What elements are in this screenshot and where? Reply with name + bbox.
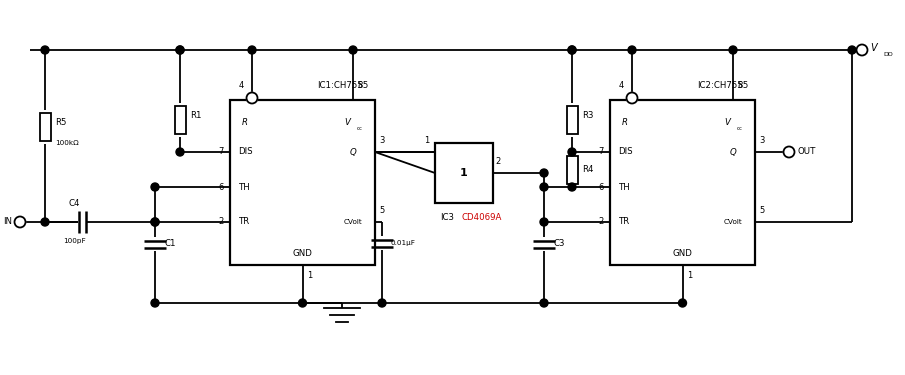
Text: 1: 1 <box>424 136 429 145</box>
Text: 3: 3 <box>759 136 765 145</box>
Circle shape <box>729 46 737 54</box>
Text: 1: 1 <box>460 168 468 178</box>
Circle shape <box>848 46 856 54</box>
Bar <box>610 100 755 265</box>
Circle shape <box>568 148 576 156</box>
Text: 5: 5 <box>759 206 764 215</box>
Bar <box>435 143 493 203</box>
Text: 6: 6 <box>598 183 604 192</box>
Circle shape <box>540 183 548 191</box>
Text: 5: 5 <box>379 206 385 215</box>
Bar <box>230 100 375 265</box>
Text: IC1:CH7555: IC1:CH7555 <box>317 81 368 90</box>
Text: 7: 7 <box>598 147 604 156</box>
Circle shape <box>349 46 357 54</box>
Circle shape <box>540 169 548 177</box>
Text: cc: cc <box>737 126 743 130</box>
Circle shape <box>41 218 49 226</box>
Text: GND: GND <box>672 249 692 258</box>
Text: 100kΩ: 100kΩ <box>55 140 79 146</box>
Text: TR: TR <box>619 217 631 226</box>
Text: 3: 3 <box>379 136 385 145</box>
Text: 2: 2 <box>219 217 224 226</box>
Text: 4: 4 <box>239 81 244 90</box>
Text: IN: IN <box>3 217 12 226</box>
Circle shape <box>628 46 636 54</box>
Text: C3: C3 <box>553 240 565 249</box>
Circle shape <box>378 299 386 307</box>
Text: C4: C4 <box>68 199 80 208</box>
Circle shape <box>151 299 159 307</box>
Circle shape <box>856 45 868 56</box>
Circle shape <box>14 216 25 228</box>
Text: IC3: IC3 <box>440 213 454 222</box>
Text: R1: R1 <box>190 111 202 120</box>
Text: Q: Q <box>729 147 737 156</box>
Text: R: R <box>622 117 628 126</box>
Text: 7: 7 <box>219 147 224 156</box>
Circle shape <box>299 299 307 307</box>
Bar <box>567 156 577 183</box>
Circle shape <box>626 93 637 104</box>
Circle shape <box>568 46 576 54</box>
Text: 2: 2 <box>599 217 604 226</box>
Bar <box>567 106 577 134</box>
Text: 4: 4 <box>619 81 624 90</box>
Text: R5: R5 <box>55 117 66 126</box>
Text: 1: 1 <box>308 270 313 279</box>
Text: IC2:CH7555: IC2:CH7555 <box>697 81 748 90</box>
Bar <box>40 113 51 141</box>
Text: DD: DD <box>883 51 892 57</box>
Text: V: V <box>724 117 730 126</box>
Text: CVolt: CVolt <box>344 219 362 225</box>
Text: 1: 1 <box>688 270 692 279</box>
Text: CD4069A: CD4069A <box>462 213 502 222</box>
Circle shape <box>540 218 548 226</box>
Circle shape <box>248 46 256 54</box>
Text: 8: 8 <box>357 81 362 90</box>
Circle shape <box>151 218 159 226</box>
Circle shape <box>151 183 159 191</box>
Circle shape <box>568 46 576 54</box>
Text: V: V <box>870 43 877 53</box>
Text: GND: GND <box>292 249 312 258</box>
Bar <box>175 106 186 134</box>
Circle shape <box>568 183 576 191</box>
Text: V: V <box>344 117 350 126</box>
Text: Q: Q <box>349 147 357 156</box>
Text: C1: C1 <box>164 240 176 249</box>
Circle shape <box>151 218 159 226</box>
Text: TH: TH <box>619 183 631 192</box>
Text: R4: R4 <box>582 165 594 174</box>
Text: 2: 2 <box>495 157 500 166</box>
Circle shape <box>41 46 49 54</box>
Text: OUT: OUT <box>797 147 815 156</box>
Circle shape <box>176 46 184 54</box>
Circle shape <box>540 299 548 307</box>
Circle shape <box>679 299 687 307</box>
Text: DIS: DIS <box>238 147 252 156</box>
Text: R3: R3 <box>582 111 594 120</box>
Circle shape <box>784 147 795 158</box>
Text: TR: TR <box>240 217 251 226</box>
Text: 6: 6 <box>219 183 224 192</box>
Circle shape <box>176 148 184 156</box>
Text: cc: cc <box>357 126 363 130</box>
Text: 100pF: 100pF <box>62 238 85 244</box>
Text: TH: TH <box>239 183 251 192</box>
Text: 8: 8 <box>737 81 742 90</box>
Text: 0.01μF: 0.01μF <box>390 240 414 246</box>
Text: CVolt: CVolt <box>724 219 742 225</box>
Text: R: R <box>242 117 248 126</box>
Circle shape <box>246 93 258 104</box>
Circle shape <box>176 46 184 54</box>
Text: DIS: DIS <box>618 147 633 156</box>
